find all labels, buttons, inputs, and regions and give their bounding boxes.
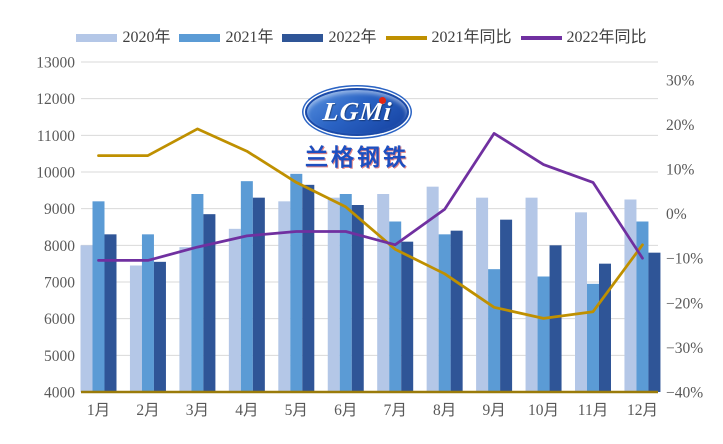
bar-2021年-5月 [290,173,303,392]
bar-2021年-8月 [438,234,451,392]
bar-2022年-7月 [401,241,414,392]
y-axis-tick-label: 11000 [37,128,75,145]
y-axis-tick-label: 7000 [44,275,75,292]
bar-2022年-10月 [549,245,562,392]
legend-label-2021: 2021年 [225,29,274,46]
bar-2020年-2月 [129,265,142,392]
bar-2021年-1月 [92,201,105,392]
bar-2022年-4月 [252,197,265,392]
bar-2020年-10月 [525,197,538,392]
bar-2020年-7月 [377,194,390,392]
bar-2020年-1月 [80,245,93,392]
bar-2022年-9月 [500,219,513,392]
y2-axis-tick-label: −30% [666,340,703,357]
line-2021年同比 [97,127,644,320]
bar-2022年-6月 [351,205,364,392]
y2-axis-tick-label: 10% [666,162,695,179]
watermark-cn-text: 兰格钢铁 [305,145,409,170]
y-axis-tick-label: 6000 [44,311,75,328]
x-axis-tick-label: 5月 [285,402,308,419]
bar-2020年-6月 [327,197,340,392]
line-2022年同比 [97,132,644,262]
legend-label-2022-yoy: 2022年同比 [566,29,647,46]
x-axis-tick-label: 3月 [186,402,209,419]
legend-label-2020: 2020年 [122,29,171,46]
y2-axis-tick-label: −40% [666,385,703,402]
bar-2020年-9月 [476,197,489,392]
y-axis-tick-label: 4000 [44,385,75,402]
legend-swatch-2021-yoy [385,36,427,40]
legend-item-2022-yoy: 2022年同比 [520,28,647,48]
lgmi-logo: LGMi [305,88,409,136]
y2-axis-tick-label: 20% [666,117,695,134]
bar-2022年-2月 [153,261,166,392]
legend-swatch-2022 [282,34,324,42]
bar-2020年-5月 [278,201,291,392]
bar-2021年-3月 [191,194,204,392]
legend-swatch-2022-yoy [520,36,562,40]
y-axis-tick-label: 5000 [44,348,75,365]
y2-axis-tick-label: −20% [666,295,703,312]
bar-2020年-8月 [426,186,439,392]
legend-item-2021: 2021年 [179,28,273,48]
legend-swatch-2021 [179,34,221,42]
chart-legend: 2020年 2021年 2022年 2021年同比 2022年同比 [0,27,723,49]
x-axis-tick-label: 4月 [235,402,258,419]
bar-2022年-1月 [104,234,117,392]
legend-item-2022: 2022年 [282,28,377,48]
x-axis-tick-label: 10月 [528,402,559,419]
bar-2021年-11月 [587,283,599,392]
bar-2021年-10月 [537,276,550,392]
bar-2022年-12月 [648,252,661,392]
bar-2020年-12月 [624,199,637,392]
y-axis-tick-label: 9000 [44,201,75,218]
bar-2022年-8月 [450,230,463,392]
legend-label-2022: 2022年 [328,29,377,46]
y2-axis-tick-label: 30% [666,72,695,89]
bar-2020年-3月 [179,247,192,392]
bar-2022年-3月 [203,214,216,392]
legend-swatch-2020 [76,34,118,42]
bar-2021年-9月 [488,269,501,392]
legend-item-2021-yoy: 2021年同比 [385,28,512,48]
y-axis-tick-label: 8000 [44,238,75,255]
x-axis-tick-label: 6月 [334,402,357,419]
y-axis-tick-label: 13000 [36,55,75,72]
x-axis-tick-label: 1月 [87,402,110,419]
bar-2021年-7月 [389,221,402,392]
x-axis-tick-label: 7月 [384,402,407,419]
legend-item-2020: 2020年 [76,28,170,48]
bar-2020年-11月 [575,212,587,392]
bar-2021年-12月 [636,221,649,392]
bar-2021年-6月 [339,194,352,392]
y-axis-tick-label: 10000 [36,165,75,182]
x-axis-tick-label: 2月 [136,402,159,419]
bar-2021年-2月 [141,234,154,392]
y2-axis-tick-label: 0% [666,206,687,223]
x-axis-tick-label: 9月 [482,402,505,419]
x-axis-tick-label: 12月 [627,402,658,419]
x-axis-tick-label: 8月 [433,402,456,419]
bar-2022年-11月 [599,263,611,392]
bar-2022年-5月 [302,184,315,392]
watermark: LGMi 兰格钢铁 [298,88,416,172]
logo-red-dot-icon [379,97,386,104]
bar-2020年-4月 [228,228,241,392]
x-axis-tick-label: 11月 [578,402,608,419]
legend-label-2021-yoy: 2021年同比 [431,29,512,46]
bar-2021年-4月 [240,181,253,392]
y-axis-tick-label: 12000 [36,91,75,108]
y2-axis-tick-label: −10% [666,251,703,268]
